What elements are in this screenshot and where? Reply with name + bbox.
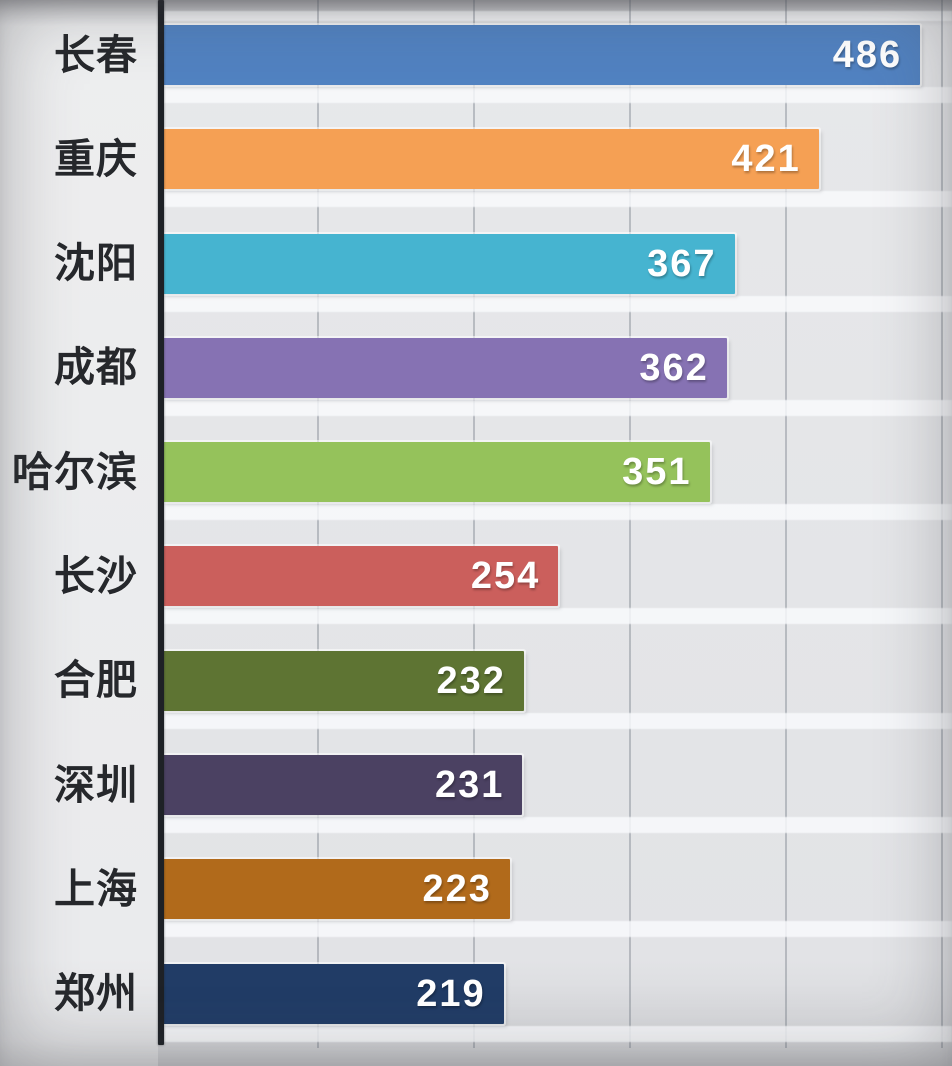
gridline-200: [473, 0, 475, 1048]
bar-track: 232: [162, 629, 952, 733]
category-cell: 长沙: [0, 546, 148, 606]
chart-row: 重庆 421: [0, 107, 952, 211]
category-label: 上海: [54, 865, 138, 912]
row-highlight-band: [162, 295, 952, 312]
gridline-100: [317, 0, 319, 1048]
bar: 362: [162, 337, 727, 398]
row-highlight-band: [162, 399, 952, 416]
bar-track: 362: [162, 316, 952, 420]
category-label: 重庆: [54, 135, 138, 182]
value-label: 421: [731, 138, 801, 181]
bar: 254: [162, 546, 559, 607]
row-highlight-band: [162, 87, 952, 103]
row-highlight-band: [162, 921, 952, 938]
value-label: 362: [639, 346, 709, 389]
row-highlight-band: [162, 712, 952, 729]
category-cell: 哈尔滨: [0, 442, 148, 502]
chart-row: 郑州 219: [0, 942, 952, 1046]
category-label: 哈尔滨: [12, 448, 138, 495]
bar-track: 231: [162, 733, 952, 837]
category-cell: 上海: [0, 859, 148, 919]
chart-row: 长沙 254: [0, 524, 952, 628]
category-label: 郑州: [54, 970, 138, 1017]
value-label: 231: [434, 764, 505, 807]
gridline-300: [629, 0, 631, 1048]
category-label: 深圳: [54, 761, 138, 808]
category-cell: 沈阳: [0, 234, 148, 294]
chart-row: 哈尔滨 351: [0, 420, 952, 524]
chart-row: 沈阳 367: [0, 212, 952, 316]
value-label: 351: [622, 451, 692, 494]
bar-track: 219: [162, 942, 952, 1046]
chart-row: 长春 486: [0, 3, 952, 107]
bar-track: 486: [162, 3, 952, 107]
chart-row: 上海 223: [0, 837, 952, 941]
value-label: 254: [470, 555, 541, 598]
gridline-400: [785, 0, 787, 1048]
bar-track: 254: [162, 524, 952, 628]
bar: 351: [162, 442, 710, 503]
value-label: 367: [647, 242, 717, 285]
bar: 367: [162, 233, 735, 294]
row-highlight-band: [162, 608, 952, 625]
bar-track: 223: [162, 837, 952, 941]
plot-area: [162, 0, 952, 1048]
bar: 219: [162, 963, 504, 1024]
category-label: 长沙: [54, 552, 138, 599]
value-label: 486: [832, 34, 903, 76]
value-label: 232: [436, 659, 506, 702]
category-label: 合肥: [54, 657, 138, 704]
bar-track: 367: [162, 212, 952, 316]
row-highlight-band: [162, 504, 952, 521]
row-highlight-band: [162, 1025, 952, 1042]
bar-track: 351: [162, 420, 952, 524]
category-label: 长春: [54, 31, 138, 78]
category-cell: 深圳: [0, 755, 148, 815]
category-label: 成都: [54, 344, 138, 391]
category-label-strip: [0, 0, 158, 1066]
chart-row: 成都 362: [0, 316, 952, 420]
chart-row: 深圳 231: [0, 733, 952, 837]
gridline-500: [941, 0, 943, 1048]
category-cell: 长春: [0, 25, 148, 85]
bar-track: 421: [162, 107, 952, 211]
chart-row: 合肥 232: [0, 629, 952, 733]
bar: 223: [162, 859, 510, 920]
y-axis-line: [158, 0, 164, 1045]
row-highlight-band: [162, 817, 952, 834]
bar: 232: [162, 650, 524, 711]
bar: 486: [162, 25, 921, 85]
category-label: 沈阳: [54, 240, 138, 287]
bar-rows: 长春 486 重庆 421 沈阳 367: [0, 3, 952, 1046]
bar: 421: [162, 129, 819, 190]
value-label: 223: [422, 868, 492, 911]
bar: 231: [162, 755, 523, 816]
value-label: 219: [416, 972, 486, 1015]
category-cell: 重庆: [0, 129, 148, 189]
category-cell: 合肥: [0, 651, 148, 711]
category-cell: 郑州: [0, 964, 148, 1024]
row-highlight-band: [162, 191, 952, 208]
category-cell: 成都: [0, 338, 148, 398]
plot-top-highlight: [162, 11, 952, 21]
